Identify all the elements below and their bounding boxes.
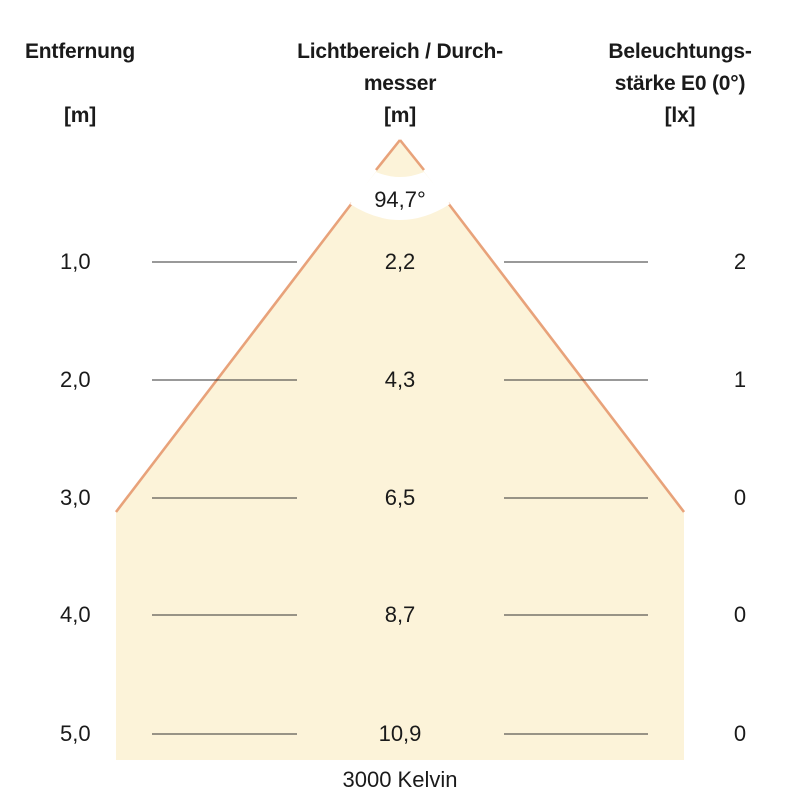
illuminance-value-1: 2	[733, 249, 747, 274]
distance-value-4: 4,0	[60, 602, 91, 627]
diameter-value-4: 8,7	[384, 602, 416, 627]
color-temperature-label: 3000 Kelvin	[342, 767, 458, 792]
illuminance-value-4: 0	[733, 602, 747, 627]
diameter-value-1: 2,2	[384, 249, 416, 274]
illuminance-value-5: 0	[733, 721, 747, 746]
illuminance-header: Beleuchtungs- stärke E0 (0°) [lx]	[580, 36, 780, 132]
illuminance-header-unit: [lx]	[664, 104, 696, 127]
diameter-header-title: Lichtbereich / Durch-	[297, 40, 503, 63]
illuminance-value-3: 0	[733, 485, 747, 510]
beam-angle-label: 94,7°	[374, 187, 426, 212]
distance-header-title: Entfernung	[25, 40, 135, 63]
diameter-value-3: 6,5	[384, 485, 416, 510]
distance-header: Entfernung [m]	[10, 36, 150, 132]
diameter-value-2: 4,3	[384, 367, 416, 392]
distance-value-3: 3,0	[60, 485, 91, 510]
distance-value-1: 1,0	[60, 249, 91, 274]
light-cone-apex-right	[398, 139, 426, 171]
light-cone-edge-left	[114, 202, 354, 513]
illuminance-header-title-cont: stärke E0 (0°)	[614, 72, 746, 95]
illuminance-value-2: 1	[733, 367, 747, 392]
light-cone-edge-right	[446, 202, 686, 513]
distance-value-2: 2,0	[60, 367, 91, 392]
light-cone-apex-left	[374, 139, 402, 171]
illuminance-header-title: Beleuchtungs-	[608, 40, 752, 63]
light-cone-fill	[116, 140, 684, 760]
beam-angle-arc-cutout	[350, 172, 450, 220]
diameter-value-5: 10,9	[378, 721, 422, 746]
diameter-header-title-cont: messer	[363, 72, 437, 95]
distance-header-unit: [m]	[63, 104, 97, 127]
diameter-header: Lichtbereich / Durch- messer [m]	[260, 36, 540, 132]
distance-value-5: 5,0	[60, 721, 91, 746]
diameter-header-unit: [m]	[383, 104, 417, 127]
